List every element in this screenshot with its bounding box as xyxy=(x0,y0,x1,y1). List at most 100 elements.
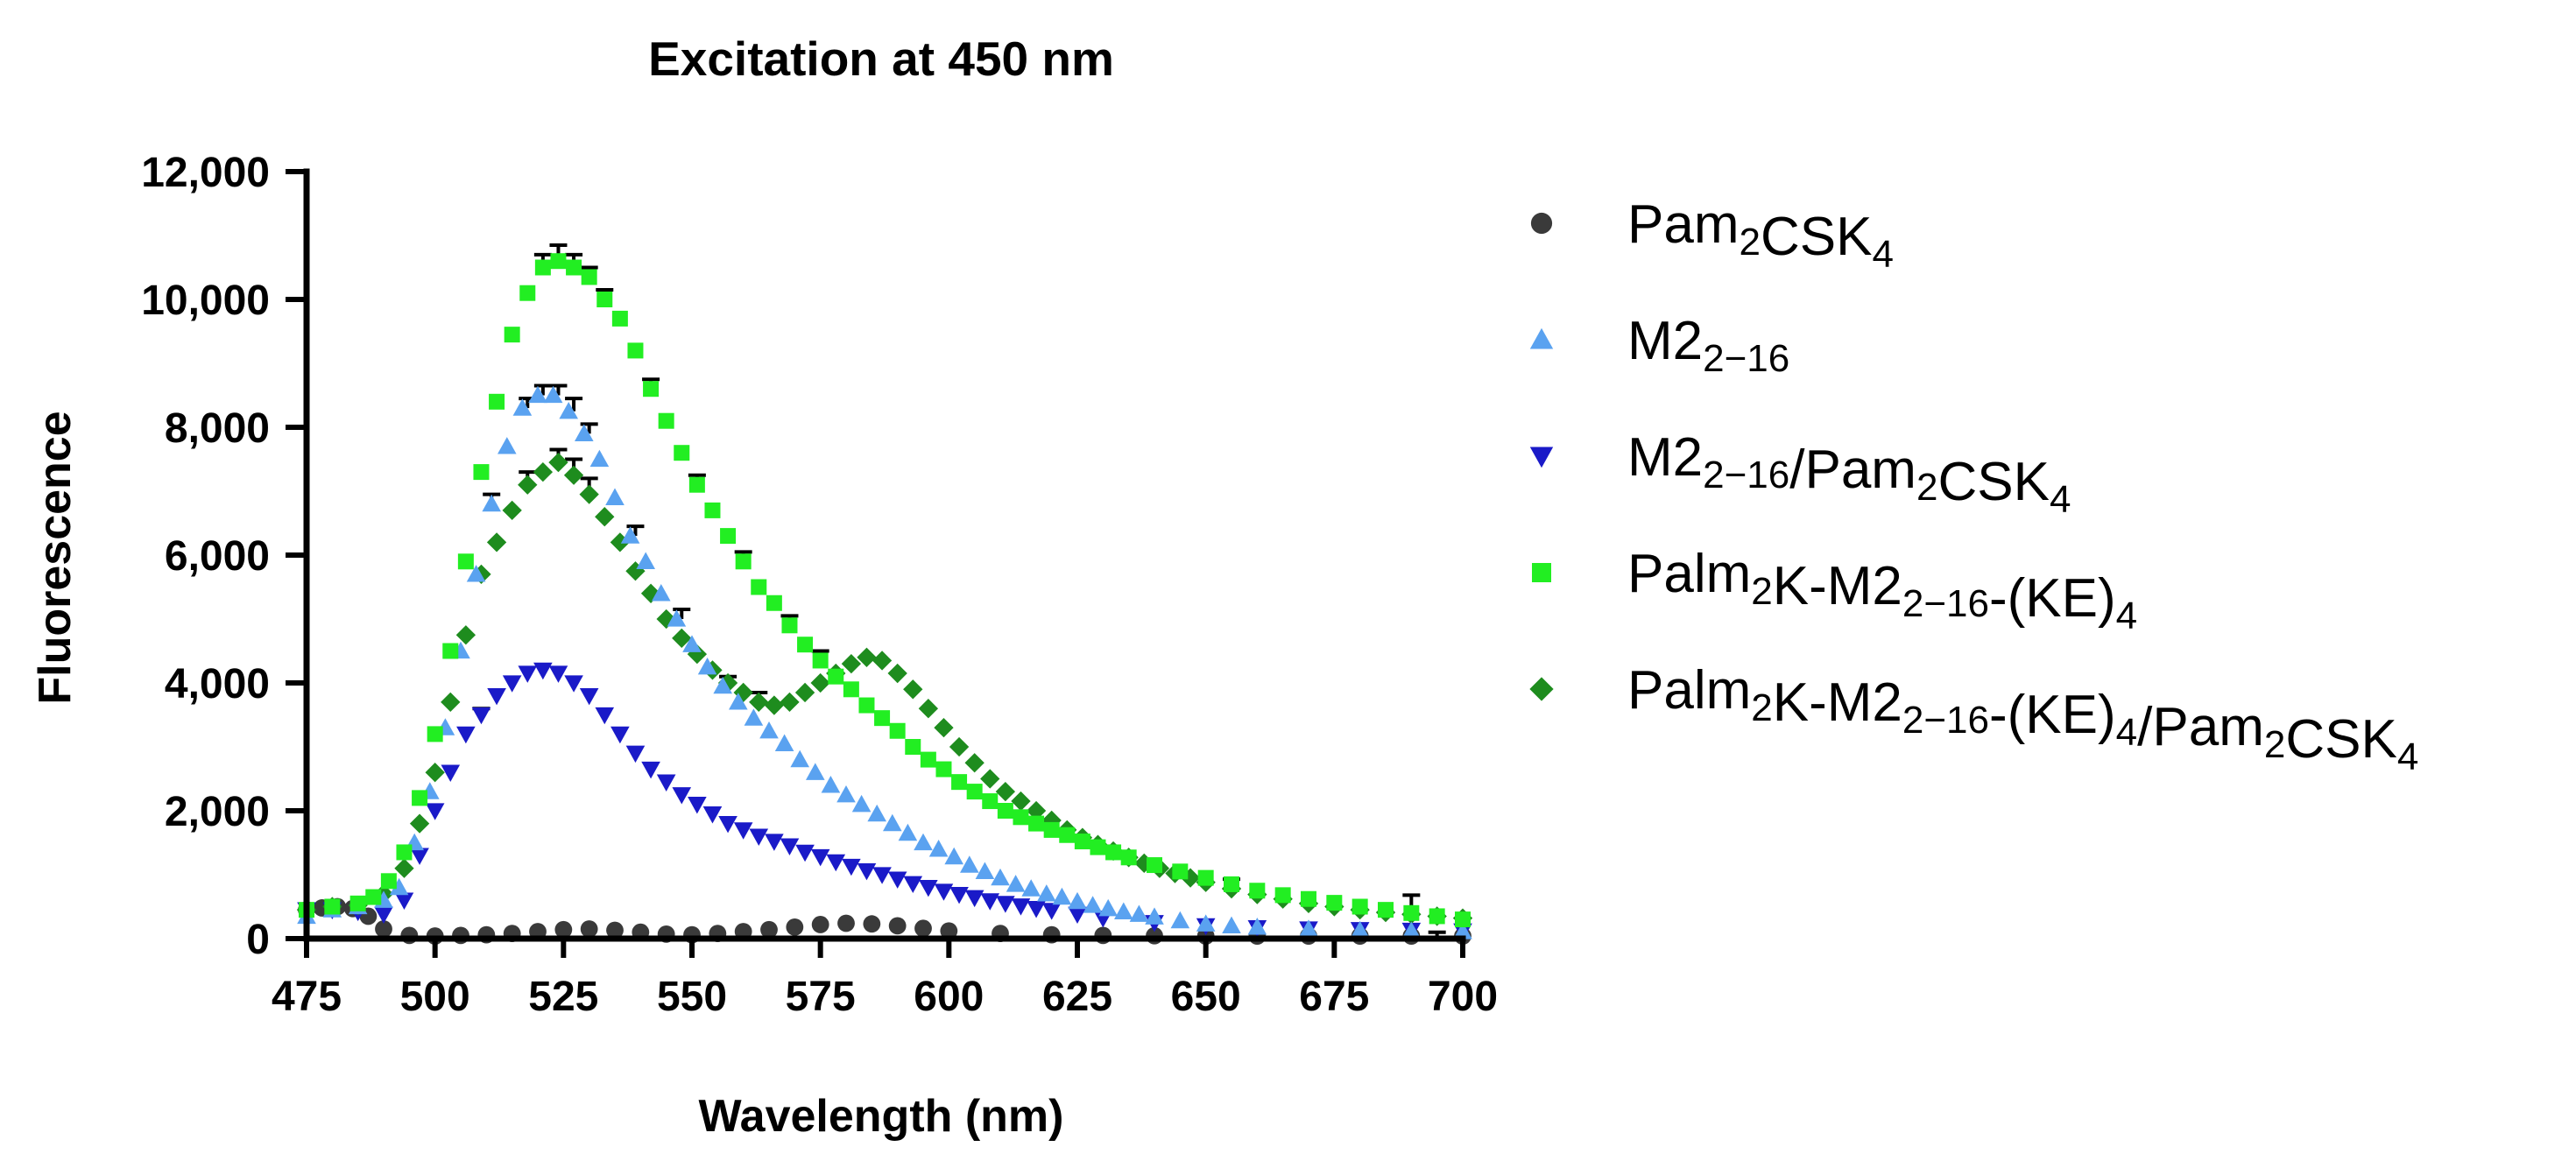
data-point xyxy=(512,398,533,416)
data-point xyxy=(550,253,567,270)
x-tick-label: 650 xyxy=(1171,974,1241,1020)
y-tick-label: 2,000 xyxy=(165,789,270,835)
data-point xyxy=(658,412,674,429)
legend-item: Palm2K-M22−16-(KE)4/Pam2CSK4 xyxy=(1529,660,2418,778)
data-point xyxy=(482,494,501,512)
data-point xyxy=(1021,879,1041,897)
data-point xyxy=(903,876,923,894)
data-point xyxy=(375,920,392,938)
data-point xyxy=(794,682,815,703)
x-tick-label: 575 xyxy=(786,974,856,1020)
y-tick-label: 4,000 xyxy=(165,661,270,707)
series-1 xyxy=(297,385,1472,939)
data-point xyxy=(563,465,584,485)
data-point xyxy=(858,697,875,714)
chart-title: Excitation at 450 nm xyxy=(648,32,1114,86)
data-point xyxy=(548,665,568,683)
data-point xyxy=(811,916,829,933)
data-point xyxy=(997,803,1013,819)
data-point xyxy=(735,553,752,570)
x-tick-label: 600 xyxy=(914,974,984,1020)
data-point xyxy=(766,595,782,611)
data-point xyxy=(781,617,798,634)
data-point xyxy=(396,844,413,861)
data-point xyxy=(760,920,778,939)
data-point xyxy=(543,385,563,404)
data-point xyxy=(528,385,547,404)
data-point xyxy=(324,898,341,915)
data-point xyxy=(914,833,933,851)
data-point xyxy=(365,889,382,905)
legend-label: Palm2K-M22−16-(KE)4 xyxy=(1627,544,2137,637)
data-point xyxy=(1147,857,1162,874)
data-point xyxy=(1027,901,1046,918)
data-point xyxy=(548,452,568,473)
data-point xyxy=(759,721,779,739)
data-point xyxy=(534,259,551,276)
data-point xyxy=(466,565,486,582)
data-point xyxy=(1455,911,1471,928)
data-point xyxy=(688,797,707,814)
data-point xyxy=(1145,907,1164,925)
data-point xyxy=(826,854,846,872)
data-point xyxy=(1299,919,1318,937)
data-point xyxy=(672,628,692,649)
data-point xyxy=(780,838,800,855)
data-point xyxy=(949,886,969,904)
legend-label: Pam2CSK4 xyxy=(1627,194,1894,276)
legend: Pam2CSK4 M22−16 M22−16/Pam2CSK4 Palm2K-M22−… xyxy=(1529,194,2418,778)
data-point xyxy=(457,553,474,570)
data-point xyxy=(1074,834,1090,850)
data-point xyxy=(1350,920,1370,939)
data-point xyxy=(940,922,958,940)
data-point xyxy=(806,763,825,780)
data-point xyxy=(471,707,491,725)
data-point xyxy=(1222,916,1241,934)
data-point xyxy=(1120,849,1137,866)
data-point xyxy=(519,285,536,301)
data-point xyxy=(1114,902,1133,919)
data-point xyxy=(797,637,814,653)
data-point xyxy=(888,917,907,935)
data-point xyxy=(674,445,690,461)
data-point xyxy=(841,653,862,674)
data-point xyxy=(1098,898,1118,917)
data-point xyxy=(874,710,891,727)
data-point xyxy=(1180,868,1201,888)
y-tick-label: 8,000 xyxy=(165,405,270,452)
data-point xyxy=(1041,903,1062,920)
data-point xyxy=(790,749,809,768)
data-point xyxy=(944,847,963,865)
data-point xyxy=(857,862,877,881)
data-point xyxy=(1378,902,1394,918)
data-point xyxy=(682,635,702,652)
data-point xyxy=(821,776,841,793)
data-point xyxy=(795,844,815,862)
data-point xyxy=(1352,898,1368,915)
data-point xyxy=(982,793,999,810)
data-point xyxy=(1172,863,1189,880)
data-point xyxy=(427,726,443,742)
data-point xyxy=(887,871,907,889)
data-point xyxy=(504,327,520,343)
data-point xyxy=(1028,815,1045,832)
data-point xyxy=(641,761,660,779)
data-point xyxy=(589,449,610,468)
data-point xyxy=(610,726,630,744)
data-point xyxy=(919,879,938,897)
data-point xyxy=(502,500,522,521)
data-point xyxy=(837,914,855,932)
data-point xyxy=(964,890,985,908)
data-point xyxy=(1403,904,1420,921)
data-point xyxy=(575,424,594,441)
data-point xyxy=(533,662,553,680)
data-point xyxy=(559,401,578,419)
error-bars xyxy=(472,243,1446,937)
data-point xyxy=(656,774,676,792)
data-point xyxy=(975,862,995,879)
data-point xyxy=(935,761,952,777)
data-point xyxy=(1037,884,1056,902)
data-point xyxy=(949,736,970,757)
data-point xyxy=(394,892,414,910)
data-point xyxy=(842,858,861,876)
